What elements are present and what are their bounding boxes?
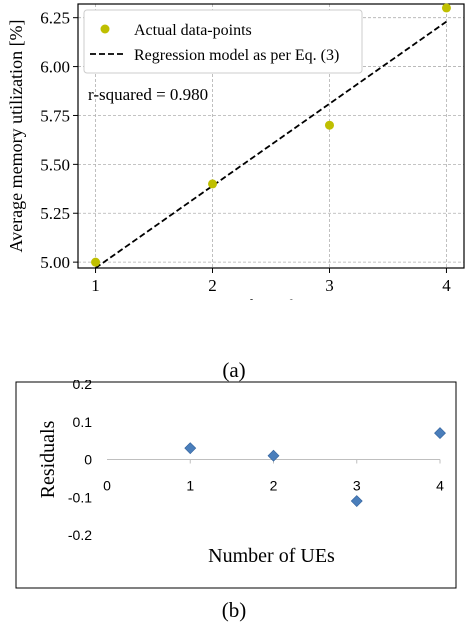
y-tick-label: -0.2 [68,527,92,543]
residual-point [184,442,197,455]
y-tick-label: 0.2 [73,380,93,392]
x-axis-label: Number of UEs [214,296,328,300]
chart-border [15,381,457,589]
y-axis-label: Average memory utilization [%] [6,19,26,252]
y-tick-label: 5.75 [40,106,70,125]
y-axis-label: Residuals [37,420,59,498]
y-tick-label: 5.50 [40,155,70,174]
residual-point [267,449,280,462]
residual-point [434,427,446,439]
data-point [324,120,334,130]
legend-label-regression: Regression model as per Eq. (3) [134,47,339,64]
y-tick-label: -0.1 [68,489,92,505]
data-point [208,179,218,189]
y-tick-label: 5.00 [40,253,70,272]
x-tick-label: 4 [436,478,444,494]
residuals-chart: 0.2 0.1 0 -0.1 -0.2 0 1 2 3 4 Number of UEs Residua… [15,380,457,589]
legend-box [83,9,363,74]
residual-point [350,495,363,507]
x-tick-label: 4 [442,276,451,295]
legend-marker-actual [100,24,110,34]
y-tick-label: 5.25 [40,204,70,223]
data-point [91,257,101,267]
x-tick-label: 1 [186,478,194,494]
legend-label-actual: Actual data-points [134,22,252,39]
plot-frame [77,3,465,269]
x-tick-label: 2 [270,478,278,494]
x-tick-label: 3 [325,276,334,295]
x-tick-label: 2 [208,276,217,295]
caption-a: (a) [222,358,246,382]
x-tick-label: 1 [91,276,100,295]
y-tick-label: 0 [84,452,92,468]
x-tick-label: 0 [103,478,111,494]
y-tick-label: 0.1 [73,414,93,430]
memory-utilization-chart: 1 2 3 4 5.00 5.25 5.50 5.75 6.00 6.25 Number of UE… [6,3,465,300]
y-tick-label: 6.25 [40,9,70,28]
legend: Actual data-points Regression model as pe… [83,9,363,74]
data-point [441,3,451,13]
r-squared-annotation: r-squared = 0.980 [88,85,208,104]
y-tick-label: 6.00 [40,58,70,77]
caption-b: (b) [221,598,247,622]
x-axis-label: Number of UEs [208,545,335,567]
x-tick-label: 3 [353,478,361,494]
